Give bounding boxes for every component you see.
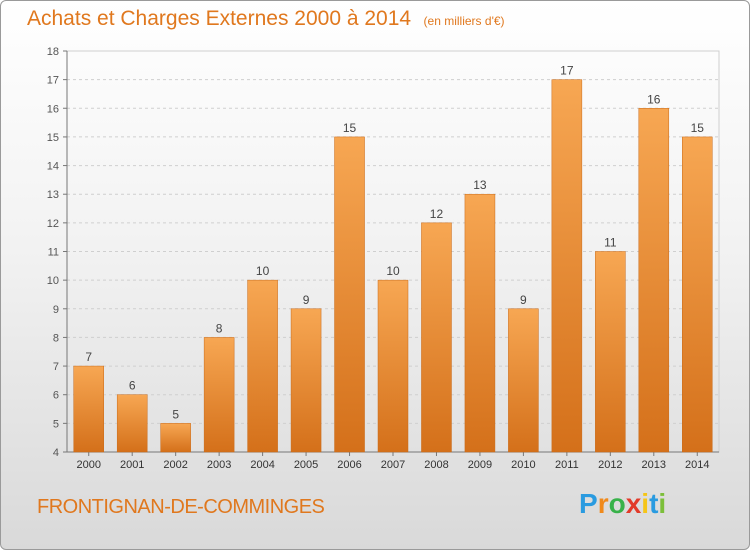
data-label-2013: 16 (647, 92, 661, 106)
x-tick-label-2001: 2001 (120, 459, 144, 471)
bar-2001 (116, 394, 148, 453)
y-tick-label: 6 (53, 390, 59, 402)
y-tick-label: 14 (47, 161, 59, 173)
bar-2012 (595, 251, 626, 453)
logo-letter: r (597, 488, 609, 519)
data-label-2010: 9 (520, 293, 527, 307)
y-tick-label: 4 (53, 447, 59, 459)
data-label-2004: 10 (256, 264, 270, 278)
logo-letter: i (658, 488, 667, 519)
data-label-2001: 6 (129, 379, 136, 393)
bar-2011 (551, 79, 583, 453)
x-tick-label-2004: 2004 (250, 459, 274, 471)
data-label-2011: 17 (560, 64, 574, 78)
x-tick-label-2012: 2012 (598, 459, 622, 471)
y-tick-label: 13 (47, 189, 59, 201)
bar-2013 (638, 108, 670, 453)
y-tick-label: 18 (47, 46, 59, 58)
logo-letter: t (649, 488, 659, 519)
bar-2008 (421, 222, 452, 453)
data-label-2012: 11 (604, 236, 617, 250)
data-label-2005: 9 (303, 293, 310, 307)
x-tick-label-2013: 2013 (642, 459, 666, 471)
proxiti-logo: Proxiti (579, 488, 666, 520)
logo-letter: i (641, 488, 650, 519)
logo-letter: P (579, 488, 598, 519)
data-label-2006: 15 (343, 121, 357, 135)
y-tick-label: 5 (53, 418, 59, 430)
data-label-2000: 7 (85, 350, 92, 364)
y-tick-label: 10 (47, 275, 59, 287)
bar-2003 (203, 337, 235, 453)
bar-2002 (160, 423, 191, 453)
unit-note: (en milliers d'€) (423, 14, 505, 28)
x-tick-label-2009: 2009 (468, 459, 492, 471)
x-tick-label-2006: 2006 (337, 459, 361, 471)
y-tick-label: 16 (47, 103, 59, 115)
bar-2005 (290, 308, 322, 453)
y-tick-label: 8 (53, 332, 59, 344)
data-label-2002: 5 (172, 407, 179, 421)
y-tick-label: 9 (53, 304, 59, 316)
x-tick-label-2002: 2002 (163, 459, 187, 471)
bar-2006 (334, 136, 365, 453)
bar-2014 (682, 136, 713, 453)
bar-2010 (508, 308, 539, 453)
x-tick-label-2007: 2007 (381, 459, 405, 471)
logo-letter: x (625, 488, 642, 519)
bar-2009 (464, 193, 496, 453)
x-tick-label-2005: 2005 (294, 459, 318, 471)
x-tick-label-2011: 2011 (555, 459, 579, 471)
y-tick-label: 12 (47, 218, 59, 230)
data-label-2008: 12 (430, 207, 444, 221)
bar-2004 (247, 279, 278, 453)
x-tick-label-2003: 2003 (207, 459, 231, 471)
y-tick-label: 7 (53, 361, 59, 373)
x-tick-label-2008: 2008 (424, 459, 448, 471)
y-tick-label: 17 (47, 75, 59, 87)
logo-letter: o (608, 488, 626, 519)
chart-title: Achats et Charges Externes 2000 à 2014 (27, 7, 412, 30)
x-tick-label-2014: 2014 (685, 459, 709, 471)
x-tick-label-2010: 2010 (511, 459, 535, 471)
x-tick-label-2000: 2000 (76, 459, 100, 471)
data-label-2003: 8 (216, 321, 223, 335)
commune-name: FRONTIGNAN-DE-COMMINGES (37, 496, 325, 518)
y-tick-label: 11 (48, 247, 59, 259)
data-label-2014: 15 (691, 121, 705, 135)
bar-2007 (377, 279, 409, 453)
title-row: Achats et Charges Externes 2000 à 2014 (… (27, 7, 505, 31)
data-label-2007: 10 (386, 264, 400, 278)
data-label-2009: 13 (473, 178, 487, 192)
bar-2000 (73, 365, 104, 453)
y-tick-label: 15 (47, 132, 59, 144)
